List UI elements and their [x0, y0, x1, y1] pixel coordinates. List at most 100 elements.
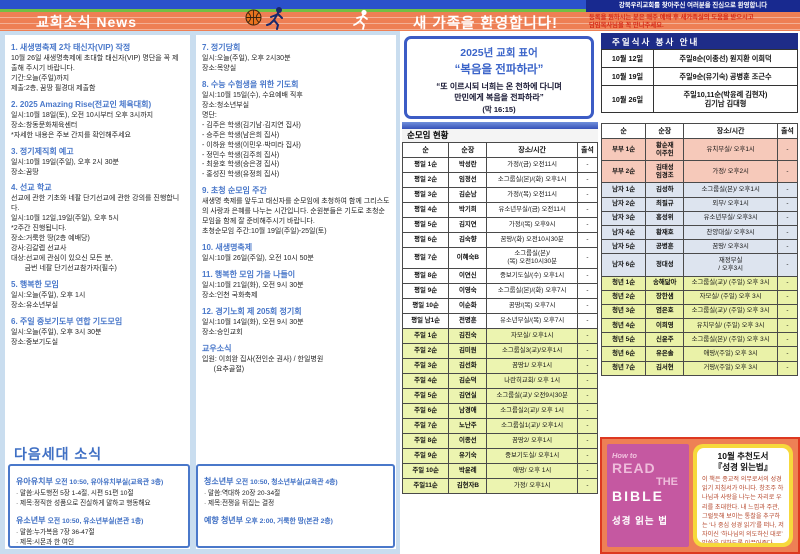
cell-attendance: -	[776, 360, 798, 376]
cell-group-number: 청년 5순	[601, 332, 647, 348]
cell-crew: 주일8순(이종선) 원지환 이희덕	[653, 49, 798, 68]
table-row: 주일11순 김현자B 가정/ 오후1시 -	[402, 478, 598, 494]
book-cover: How to READ THE BIBLE 성경 읽는 법	[607, 444, 689, 547]
department-line: · 제목:시몬과 한 여인	[16, 538, 75, 546]
cell-leader-name: 임정선	[448, 172, 488, 188]
cell-attendance: -	[576, 373, 598, 389]
table-header-row: 순 순장 장소/시간 출석	[402, 142, 598, 158]
cell-place-time: 소그룹실(교)/ (주일) 오후 3시	[683, 303, 778, 320]
table-row: 청년 3순 염은호 소그룹실(교)/ (주일) 오후 3시 -	[601, 303, 798, 320]
cell-leader-name: 전명훈	[448, 313, 488, 329]
cell-leader-name: 김현자B	[448, 478, 488, 494]
book-cover-korean-title: 성경 읽는 법	[612, 516, 668, 527]
cell-group-number: 청년 2순	[601, 289, 647, 305]
cell-place-time: 유소년부실/(금) 오전11시	[486, 202, 578, 218]
cell-group-number: 부부 1순	[601, 137, 647, 162]
cell-leader-name: 김성하	[645, 182, 685, 198]
news-line: 대상:선교에 관심이 있으신 모든 분, 금번 네팔 단기선교참가자(필수)	[11, 255, 117, 272]
table-row: 청년 2순 장한샘 자모실/ (주일) 오후 3시 -	[601, 289, 798, 305]
cell-attendance: -	[576, 217, 598, 233]
group-status-table-2: 순 순장 장소/시간 출석 부부 1순 황순재 이주헌 유치부실/ 오후1시 - 부부 2순 김태…	[601, 123, 798, 437]
cell-date: 10월 26일	[601, 85, 654, 113]
welcome-header-banner: 강북우리교회를 찾아주신 여러분을 진심으로 환영합니다 새 가족을 환영합니다…	[400, 0, 800, 31]
cell-group-number: 평일 3순	[402, 187, 450, 203]
cell-group-number: 주일 10순	[402, 463, 450, 479]
cell-attendance: -	[576, 232, 598, 248]
cell-leader-name: 박윤례	[448, 463, 488, 479]
cell-place-time: 재정부실 / 오후3시	[683, 253, 778, 277]
book-cover-text: BIBLE	[612, 488, 664, 504]
cell-attendance: -	[776, 303, 798, 320]
next-generation-box-right: 청소년부 오전 10:50, 청소년부실(교육관 4층) · 말씀:역대하 20장…	[196, 464, 395, 548]
news-line: 장소:거룩한 땅(2층 예배당)	[11, 235, 90, 243]
cell-place-time: 가정/ 오후2시	[683, 160, 778, 184]
table-row: 주일 4순 김순덕 나란히교회/ 오후 1시 -	[402, 373, 598, 389]
table-row: 남자 3순 홍성위 유소년부실/ 오후3시 -	[601, 210, 798, 226]
header-green-bar	[0, 9, 400, 12]
cell-group-number: 청년 7순	[601, 360, 647, 376]
table-row: 청년 1순 송해닮아 소그룹실(교)/ (주일) 오후 3시 -	[601, 275, 798, 291]
table-row: 주일 5순 김연실 소그룹실(교)/ 오전9시30분 -	[402, 388, 598, 404]
cell-place-time: 애땅/(주일) 오후 3시	[683, 346, 778, 362]
department-line: · 말씀:누가복음 7장 36-47절	[16, 529, 95, 537]
table-row: 평일 6순 김숙향 꿈땅/(화) 오전10시30분 -	[402, 232, 598, 248]
table-row: 남자 5순 공병훈 꿈땅/ 오후3시 -	[601, 239, 798, 255]
meal-service-row: 10월 26일 주일10,11순(박윤례 김현자) 김기남 김대형	[601, 85, 798, 113]
cell-group-number: 평일 10순	[402, 298, 450, 314]
cell-group-number: 청년 1순	[601, 275, 647, 291]
cell-group-number: 주일 7순	[402, 418, 450, 434]
table-row: 청년 6순 유은솔 애땅/(주일) 오후 3시 -	[601, 346, 798, 362]
news-line: *2주간 진행됩니다.	[11, 225, 67, 233]
news-line: 입원: 이희완 집사(전인순 권사) / 한일병원 (요추골절)	[202, 355, 324, 373]
department-name: 청소년부	[204, 477, 236, 486]
table-row: 주일 9순 유기숙 중보기도실/ 오후1시 -	[402, 448, 598, 464]
cell-leader-name: 박성란	[448, 157, 488, 173]
cell-leader-name: 김지연	[448, 217, 488, 233]
news-line: 새생명 축제를 앞두고 태신자를 순모임에 초청하여 함께 그리스도의 사랑과 …	[202, 198, 390, 226]
cell-place-time: 꿈땅2/ 오후1시	[486, 433, 578, 449]
cell-group-number: 주일 6순	[402, 403, 450, 419]
book-recommendation-box: How to READ THE BIBLE 성경 읽는 법 10월 추천도서 『…	[600, 437, 800, 554]
department-info: 오전 10:50, 유아유치부실(교육관 3층)	[55, 479, 164, 486]
welcome-banner-title: 새 가족을 환영합니다!	[413, 16, 558, 31]
table-row: 청년 7순 김서현 거땅/(주일) 오후 3시 -	[601, 360, 798, 376]
cell-group-number: 주일 9순	[402, 448, 450, 464]
cell-attendance: -	[576, 358, 598, 374]
news-line: 장소:중보기도실	[11, 338, 59, 346]
news-item-title: 1. 새생명축제 2차 태신자(VIP) 작정	[11, 43, 131, 52]
department-name: 예향 청년부	[204, 516, 246, 526]
cell-leader-name: 김선화	[448, 358, 488, 374]
runner-icon	[266, 7, 283, 30]
next-generation-title: 다음세대 소식	[14, 446, 103, 462]
table-row: 평일 3순 김순남 가정/(목) 오전11시 -	[402, 187, 598, 203]
table-row: 평일 8순 이연신 중보기도실/(수) 오후1시 -	[402, 268, 598, 284]
cell-attendance: -	[776, 318, 798, 334]
news-item-title: 교우소식	[202, 343, 232, 353]
cell-attendance: -	[576, 433, 598, 449]
cell-attendance: -	[576, 187, 598, 203]
cell-leader-name: 이희영	[645, 318, 685, 334]
cell-place-time: 거땅/(주일) 오후 3시	[683, 360, 778, 376]
motto-verse: “또 이르시되 너희는 온 천하에 다니며 만민에게 복음을 전파하라”	[436, 82, 562, 103]
cell-attendance: -	[576, 343, 598, 359]
table-row: 주일 6순 남경애 소그룹실2(교)/ 오후 1시 -	[402, 403, 598, 419]
cell-leader-name: 최필규	[645, 196, 685, 212]
table-row: 청년 5순 신윤주 소그룹실(본)/ (주일) 오후 3시 -	[601, 332, 798, 348]
news-item-title: 5. 행복한 모임	[11, 279, 59, 289]
cell-attendance: -	[776, 210, 798, 226]
table-row: 남자 2순 최필규 외부/ 오후1시 -	[601, 196, 798, 212]
news-line: 선교에 관한 기초와 네팔 단기선교에 관한 강의를 진행합니다.	[11, 195, 180, 213]
table-row: 평일 9순 이영숙 소그룹실(본)/(화) 오후7시 -	[402, 283, 598, 299]
news-line: 일시:10월 18일(토), 오전 10시부터 오후 3시까지	[11, 111, 154, 119]
news-item-title: 8. 수능 수험생을 위한 기도회	[202, 79, 299, 89]
cell-attendance: -	[776, 196, 798, 212]
cell-place-time: 꿈땅/(목) 오후7시	[486, 298, 578, 314]
cell-place-time: 가정/ 오후1시	[486, 478, 578, 494]
news-line: 일시:10월 26일(주일), 오전 10시 50분	[202, 255, 314, 263]
table-header-row: 순 순장 장소/시간 출석	[601, 123, 798, 139]
news-item-title: 9. 초청 순모임 주간	[202, 186, 267, 196]
cell-crew: 주일10,11순(박윤례 김현자) 김기남 김대형	[653, 85, 798, 113]
cell-place-time: 소그룹실(본)/ 오후1시	[683, 182, 778, 198]
cell-leader-name: 송해닮아	[645, 275, 685, 291]
cell-attendance: -	[776, 253, 798, 277]
